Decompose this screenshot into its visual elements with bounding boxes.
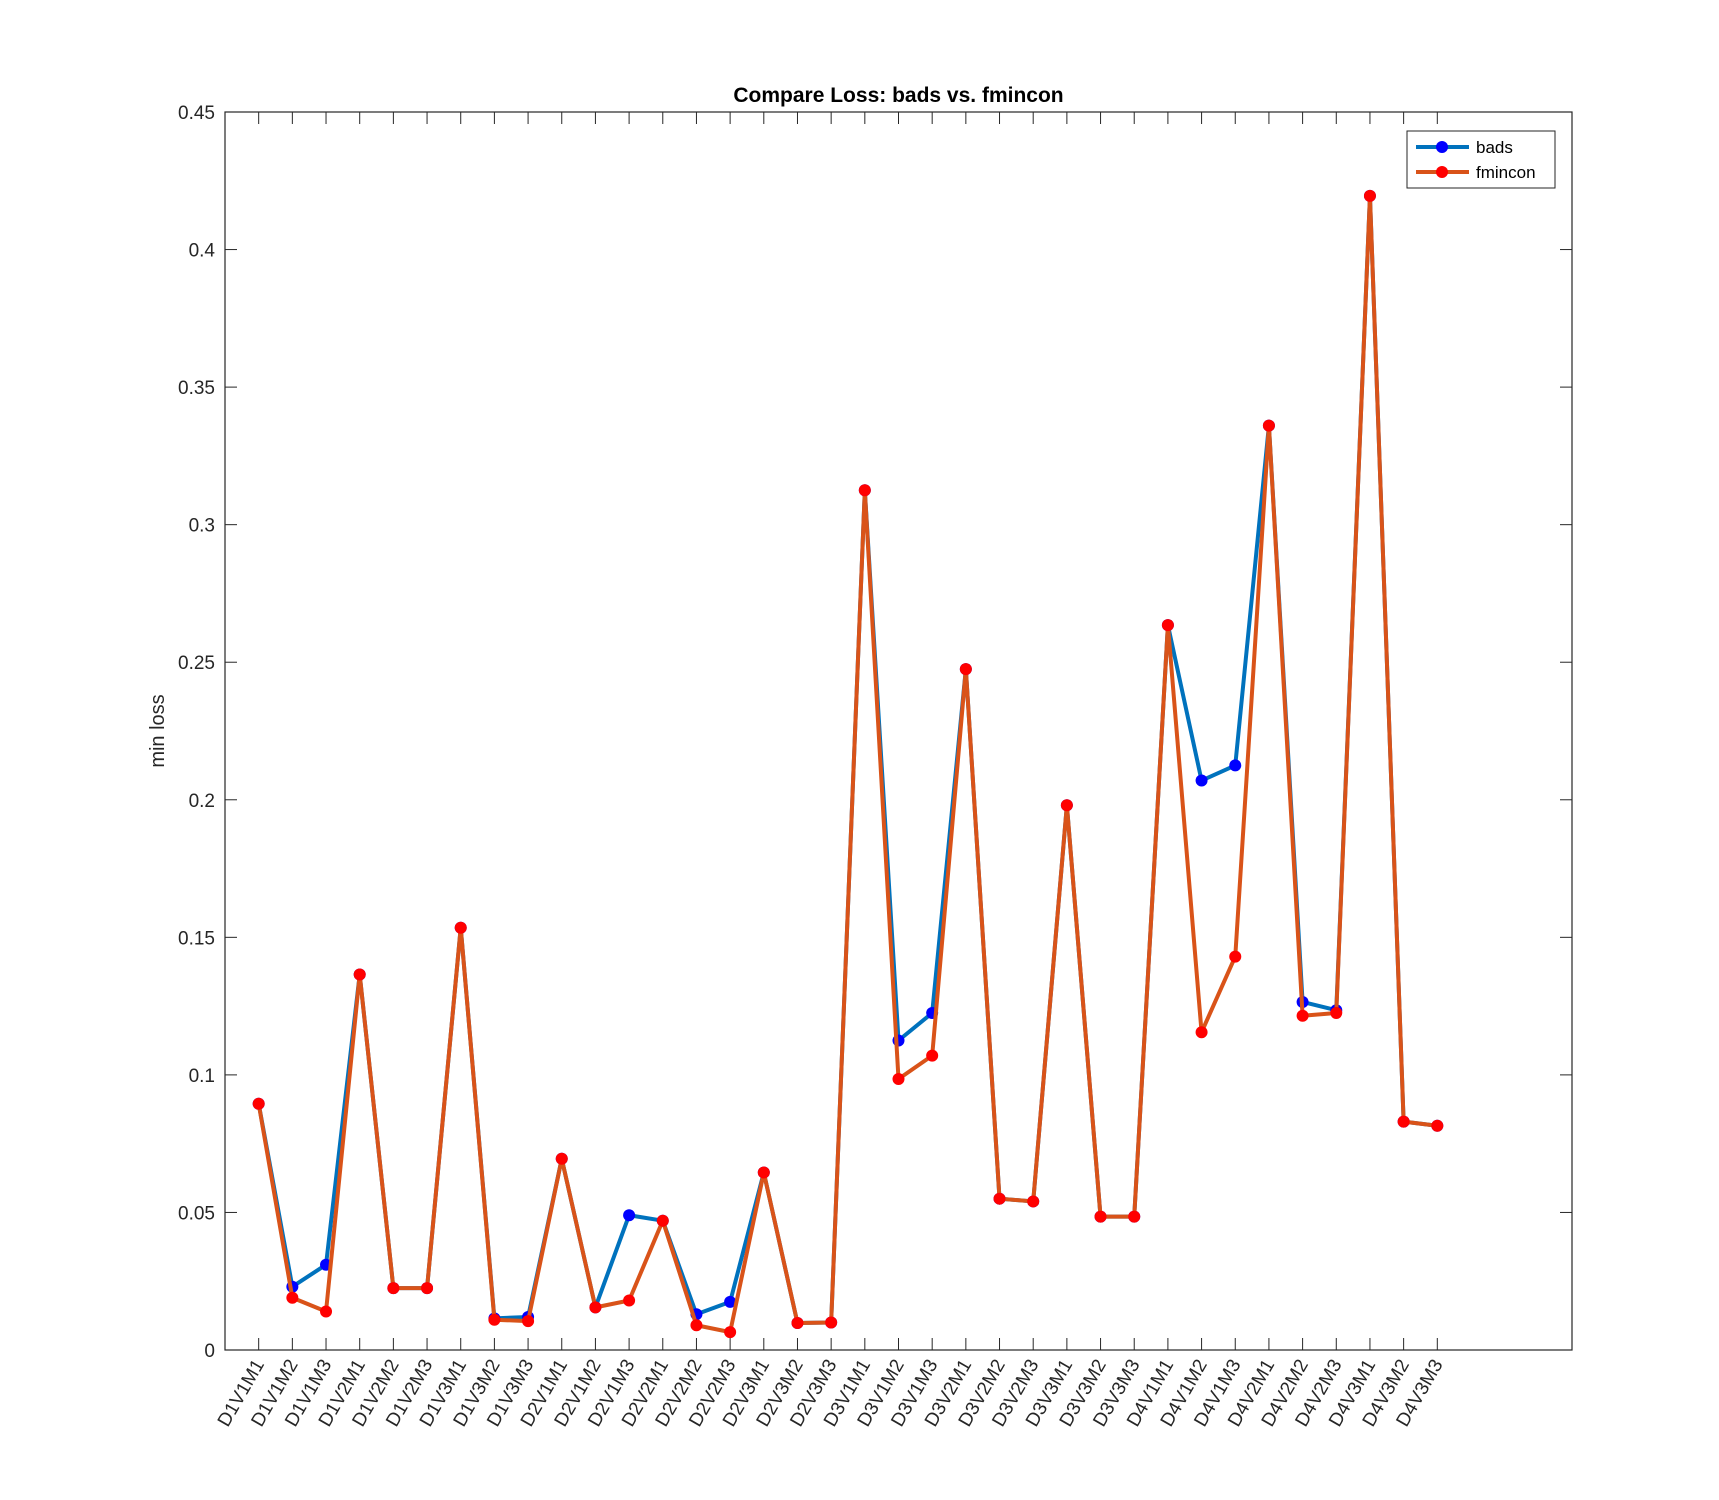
data-point-fmincon — [1060, 799, 1073, 812]
data-point-fmincon — [1363, 189, 1376, 202]
data-point-fmincon — [993, 1192, 1006, 1205]
data-point-bads — [724, 1295, 737, 1308]
series-line-fmincon — [256, 193, 1438, 1335]
chart-title: Compare Loss: bads vs. fmincon — [733, 84, 1063, 107]
data-point-fmincon — [858, 484, 871, 497]
y-tick-label: 0.35 — [178, 378, 215, 399]
legend-label-bads: bads — [1476, 138, 1513, 157]
data-point-fmincon — [656, 1214, 669, 1227]
data-point-fmincon — [555, 1152, 568, 1165]
y-axis-title: min loss — [147, 694, 169, 767]
data-point-fmincon — [421, 1282, 434, 1295]
y-tick-label: 0.2 — [189, 791, 215, 812]
data-point-bads — [1229, 759, 1242, 772]
data-point-fmincon — [454, 921, 467, 934]
y-tick-label: 0.15 — [178, 928, 215, 949]
data-point-fmincon — [892, 1073, 905, 1086]
legend-box — [1406, 130, 1556, 189]
y-tick-label: 0.4 — [189, 241, 216, 262]
data-point-fmincon — [522, 1315, 535, 1328]
data-point-fmincon — [1330, 1006, 1343, 1019]
data-point-fmincon — [1027, 1195, 1040, 1208]
data-point-fmincon — [1195, 1026, 1208, 1039]
data-point-bads — [623, 1209, 636, 1222]
legend-marker-bads — [1436, 141, 1448, 153]
data-point-fmincon — [320, 1305, 333, 1318]
data-point-fmincon — [488, 1313, 501, 1326]
data-point-fmincon — [1094, 1210, 1107, 1223]
y-tick-label: 0.1 — [189, 1066, 215, 1087]
data-point-fmincon — [1128, 1210, 1141, 1223]
data-point-fmincon — [825, 1316, 838, 1329]
data-point-fmincon — [1262, 419, 1275, 432]
data-point-fmincon — [286, 1291, 299, 1304]
legend-label-fmincon: fmincon — [1476, 163, 1536, 182]
data-point-fmincon — [690, 1319, 703, 1332]
data-point-fmincon — [791, 1317, 804, 1330]
data-point-fmincon — [724, 1326, 737, 1339]
plot-frame — [224, 111, 1573, 1351]
legend: bads fmincon — [1406, 130, 1556, 189]
data-point-fmincon — [353, 968, 366, 981]
series-fmincon — [252, 189, 1444, 1339]
data-point-fmincon — [1397, 1115, 1410, 1128]
series-layer — [252, 189, 1444, 1339]
data-point-fmincon — [252, 1097, 265, 1110]
data-point-fmincon — [1296, 1009, 1309, 1022]
plot-area — [225, 112, 1572, 1350]
data-point-fmincon — [1431, 1119, 1444, 1132]
y-tick-label: 0 — [204, 1341, 215, 1362]
legend-marker-fmincon — [1436, 166, 1448, 178]
y-tick-label: 0.3 — [189, 516, 215, 537]
data-point-fmincon — [1229, 950, 1242, 963]
data-point-fmincon — [926, 1049, 939, 1062]
y-tick-label: 0.25 — [178, 653, 215, 674]
y-axis-ticks: 0 0.05 0.1 0.15 0.2 0.25 0.3 0.35 0.4 0.45 — [178, 103, 1572, 1362]
data-point-fmincon — [959, 663, 972, 676]
data-point-fmincon — [387, 1282, 400, 1295]
data-point-fmincon — [757, 1166, 770, 1179]
data-point-fmincon — [1161, 619, 1174, 632]
data-point-bads — [1195, 774, 1208, 787]
data-point-fmincon — [623, 1294, 636, 1307]
data-point-fmincon — [589, 1301, 602, 1314]
y-tick-label: 0.45 — [178, 103, 215, 124]
y-tick-label: 0.05 — [178, 1203, 215, 1224]
